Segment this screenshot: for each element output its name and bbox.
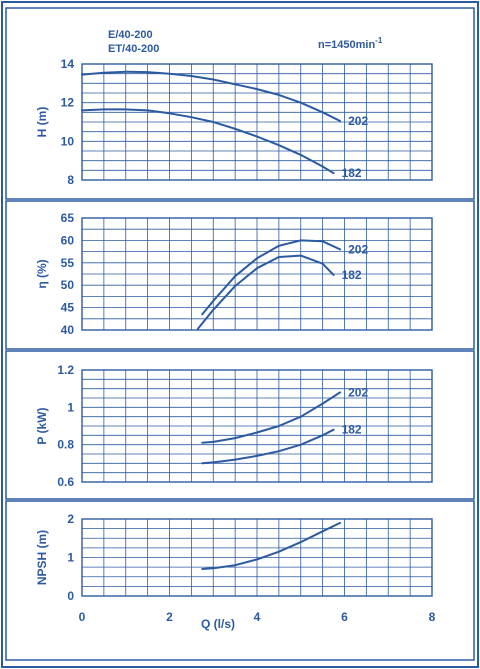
x-tick-label: 8 xyxy=(429,610,436,624)
y-tick-label: 60 xyxy=(61,233,75,247)
panel-band-2 xyxy=(5,200,475,350)
x-tick-label: 0 xyxy=(79,610,86,624)
series-label: 182 xyxy=(342,423,362,437)
plot-border xyxy=(81,369,433,483)
plot-3: 1.2 1 0.8 0.6 P (kW) 202 182 xyxy=(35,363,433,489)
y-tick-label: 10 xyxy=(61,134,75,148)
plot-border xyxy=(81,63,433,181)
series-label: 202 xyxy=(348,114,368,128)
series-line-npsh xyxy=(201,521,342,570)
series-line-182 xyxy=(81,108,335,175)
series-line-202 xyxy=(81,70,342,122)
y-tick-label: 0.8 xyxy=(57,438,74,452)
plot-2: 65 60 55 50 45 40 η (%) 202 182 xyxy=(35,211,433,337)
series-label: 202 xyxy=(348,242,368,256)
y-tick-label: 50 xyxy=(61,278,75,292)
y-tick-label: 45 xyxy=(61,301,75,315)
y-tick-label: 0 xyxy=(67,589,74,603)
plot-1: 14 12 10 8 H (m) 202 182 xyxy=(35,57,433,187)
x-tick-label: 6 xyxy=(341,610,348,624)
y-tick-label: 1.2 xyxy=(57,363,74,377)
model-line-1: E/40-200 xyxy=(108,29,153,41)
plot-4: 2 1 0 NPSH (m) xyxy=(35,512,433,603)
series-line-202 xyxy=(201,391,342,444)
y-tick-label: 8 xyxy=(67,173,74,187)
y-axis-label: NPSH (m) xyxy=(35,530,49,585)
y-axis-label: P (kW) xyxy=(35,407,49,444)
series-label: 202 xyxy=(348,385,368,399)
series-label: 182 xyxy=(342,268,362,282)
speed-exponent: -1 xyxy=(375,36,383,45)
y-tick-label: 40 xyxy=(61,323,75,337)
model-line-2: ET/40-200 xyxy=(108,43,159,55)
y-tick-label: 55 xyxy=(61,256,75,270)
y-tick-label: 2 xyxy=(67,512,74,526)
y-tick-label: 14 xyxy=(61,57,75,71)
panel-band-1 xyxy=(5,7,475,200)
series-line-182 xyxy=(201,428,335,465)
x-tick-label: 2 xyxy=(166,610,173,624)
y-tick-label: 12 xyxy=(61,96,75,110)
y-tick-label: 0.6 xyxy=(57,475,74,489)
y-axis-label: H (m) xyxy=(35,107,49,138)
plot-border xyxy=(81,217,433,331)
series-line-202 xyxy=(201,239,342,316)
series-line-182 xyxy=(196,254,335,330)
panel-band-3 xyxy=(5,350,475,500)
speed-label: n=1450min-1 xyxy=(318,36,383,51)
plot-border xyxy=(81,518,433,597)
y-axis-label: η (%) xyxy=(35,259,49,288)
y-tick-label: 1 xyxy=(67,551,74,565)
y-tick-label: 1 xyxy=(67,400,74,414)
x-tick-label: 4 xyxy=(254,610,261,624)
y-tick-label: 65 xyxy=(61,211,75,225)
series-label: 182 xyxy=(342,166,362,180)
panel-band-4 xyxy=(5,500,475,661)
x-axis-label: Q (l/s) xyxy=(201,617,235,631)
